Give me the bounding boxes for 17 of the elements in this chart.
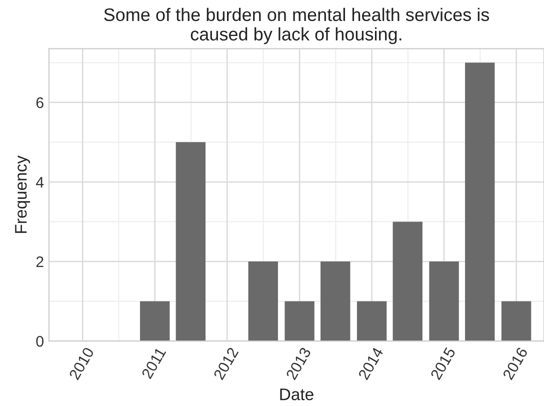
bar (248, 261, 278, 342)
bar (501, 301, 532, 342)
chart-title: Some of the burden on mental health services is caused by lack of housing. (104, 8, 490, 44)
y-tick-label: 0 (36, 336, 44, 347)
y-tick-label: 6 (36, 97, 44, 108)
bar (140, 301, 170, 342)
bar (392, 222, 422, 342)
bar (429, 261, 459, 342)
bar (465, 62, 495, 342)
y-tick-label: 4 (36, 176, 44, 188)
y-tick-label: 2 (36, 256, 44, 268)
x-axis-title: Date (280, 388, 314, 400)
bar (176, 142, 206, 342)
bar (320, 261, 350, 342)
bar (356, 301, 387, 342)
y-axis-title: Frequency (15, 156, 30, 233)
bar (284, 301, 314, 342)
